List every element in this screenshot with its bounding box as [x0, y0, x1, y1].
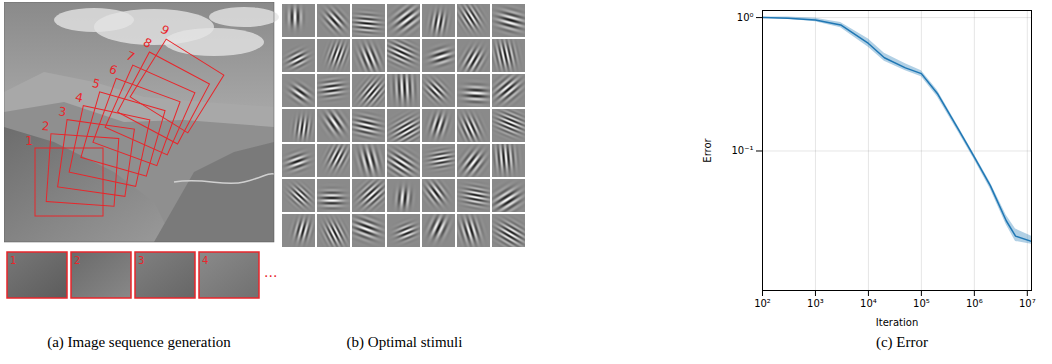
svg-text:10⁵: 10⁵ [913, 298, 930, 309]
svg-text:4: 4 [202, 255, 208, 266]
svg-text:9: 9 [158, 22, 172, 38]
svg-text:3: 3 [58, 104, 68, 119]
svg-text:4: 4 [74, 90, 84, 105]
svg-text:10⁴: 10⁴ [860, 298, 877, 309]
svg-text:2: 2 [74, 255, 80, 266]
svg-text:Iteration: Iteration [876, 317, 918, 328]
svg-text:Error: Error [702, 137, 713, 162]
svg-text:5: 5 [90, 76, 101, 92]
svg-text:3: 3 [138, 255, 144, 266]
html-text:(b) Optimal stimuli: (b) Optimal stimuli [346, 334, 463, 350]
svg-text:1: 1 [10, 255, 16, 266]
svg-text:10³: 10³ [807, 298, 824, 309]
svg-text:...: ... [264, 264, 277, 280]
svg-text:6: 6 [107, 62, 119, 78]
svg-text:10⁰: 10⁰ [737, 12, 754, 23]
svg-text:7: 7 [124, 48, 137, 64]
svg-text:10⁷: 10⁷ [1019, 298, 1036, 309]
svg-text:10⁻¹: 10⁻¹ [731, 145, 753, 156]
svg-text:8: 8 [141, 35, 154, 51]
html-text:(c) Error: (c) Error [876, 334, 928, 350]
svg-text:10²: 10² [754, 298, 771, 309]
html-text:(a) Image sequence generation: (a) Image sequence generation [47, 334, 231, 350]
svg-text:2: 2 [41, 119, 50, 133]
svg-text:1: 1 [25, 134, 33, 148]
svg-text:10⁶: 10⁶ [966, 298, 983, 309]
